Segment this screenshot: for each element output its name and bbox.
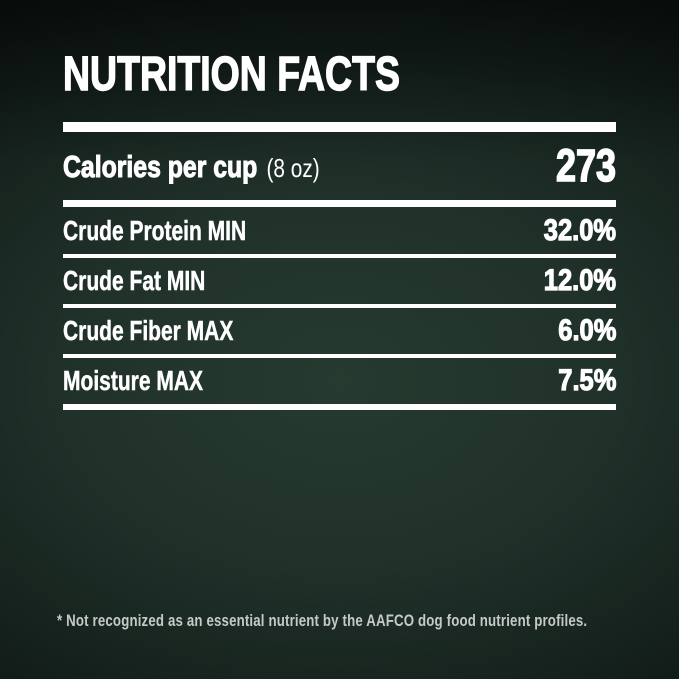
nutrient-label: Crude Protein MIN — [63, 214, 247, 246]
nutrient-label: Crude Fiber MAX — [63, 315, 234, 347]
calories-label: Calories per cup — [63, 148, 258, 184]
calories-value: 273 — [555, 140, 616, 191]
aafco-footnote: * Not recognized as an essential nutrien… — [57, 611, 588, 630]
calories-divider-bar — [63, 200, 616, 207]
calories-row: Calories per cup (8 oz) 273 — [63, 140, 617, 191]
nutrient-value: 6.0% — [557, 313, 616, 347]
row-divider — [63, 304, 616, 308]
row-divider — [63, 254, 616, 258]
nutrient-value: 32.0% — [543, 213, 616, 247]
calories-label-group: Calories per cup (8 oz) — [63, 148, 320, 185]
nutrient-value: 7.5% — [557, 363, 616, 397]
nutrient-label: Moisture MAX — [63, 365, 204, 397]
table-row-crude-protein: Crude Protein MIN 32.0% — [63, 207, 617, 254]
table-row-moisture: Moisture MAX 7.5% — [63, 358, 617, 404]
page-title: NUTRITION FACTS — [62, 48, 400, 101]
title-divider-bar — [63, 122, 616, 132]
calories-unit: (8 oz) — [266, 153, 320, 183]
row-divider — [63, 354, 616, 358]
nutrient-label: Crude Fat MIN — [63, 265, 206, 297]
table-bottom-bar — [63, 404, 616, 410]
table-row-crude-fat: Crude Fat MIN 12.0% — [63, 258, 617, 304]
nutrient-value: 12.0% — [543, 263, 616, 297]
table-row-crude-fiber: Crude Fiber MAX 6.0% — [63, 308, 617, 354]
